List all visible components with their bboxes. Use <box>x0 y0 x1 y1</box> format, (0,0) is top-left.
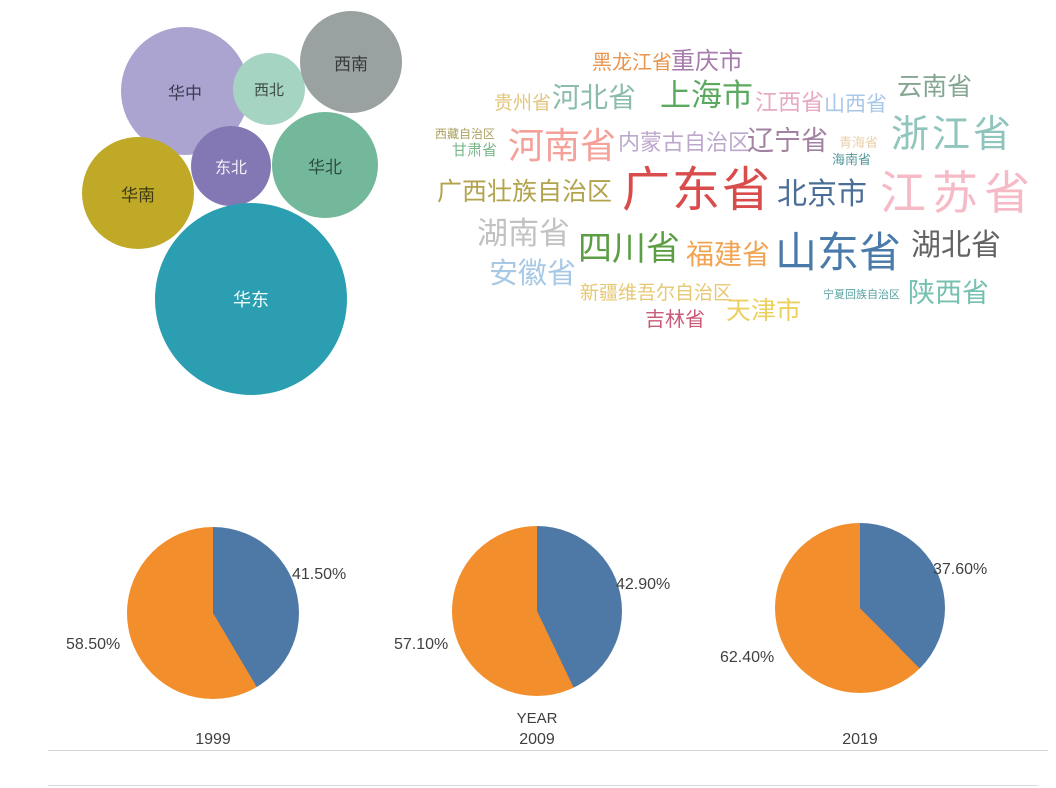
cloud-word-西藏自治区[interactable]: 西藏自治区 <box>435 127 496 141</box>
cloud-word-湖南省[interactable]: 湖南省 <box>477 216 570 252</box>
bubble-region-华东[interactable]: 华东 <box>155 203 347 395</box>
pie-2009-blue-value-label: 42.90% <box>616 576 671 593</box>
bubble-label: 华东 <box>233 290 269 311</box>
cloud-word-浙江省[interactable]: 浙江省 <box>891 112 1015 156</box>
bubble-region-东北[interactable]: 东北 <box>191 126 271 206</box>
cloud-word-山东省[interactable]: 山东省 <box>775 228 902 277</box>
bubble-region-华北[interactable]: 华北 <box>272 112 378 218</box>
pie-2019-orange-value-label: 62.40% <box>720 649 775 666</box>
cloud-word-吉林省[interactable]: 吉林省 <box>645 307 705 331</box>
cloud-word-江西省[interactable]: 江西省 <box>755 90 824 116</box>
cloud-word-江苏省[interactable]: 江苏省 <box>880 166 1036 220</box>
year-axis-label: YEAR <box>516 710 558 727</box>
pie-2019-graphic[interactable] <box>775 523 945 693</box>
pie-2019-blue-value-label: 37.60% <box>933 561 988 578</box>
cloud-word-云南省[interactable]: 云南省 <box>897 72 973 101</box>
cloud-word-海南省[interactable]: 海南省 <box>832 153 872 168</box>
pie-1999-graphic[interactable] <box>127 527 299 699</box>
cloud-word-山西省[interactable]: 山西省 <box>824 92 887 116</box>
bubble-label: 华北 <box>308 157 342 178</box>
word-cloud: 黑龙江省 重庆市贵州省 河北省 上海市 江西省 山西省 云南省浙江省 西藏自治区 甘肃省 河南省内… <box>430 0 1056 360</box>
cloud-word-北京市[interactable]: 北京市 <box>777 177 867 212</box>
separator-line <box>48 750 1048 751</box>
separator-line <box>48 785 1038 786</box>
cloud-word-陕西省[interactable]: 陕西省 <box>908 278 989 309</box>
pie-category-label-2019: 2019 <box>842 731 878 748</box>
cloud-word-内蒙古自治区[interactable]: 内蒙古自治区 <box>618 131 751 156</box>
pie-1999-orange-value-label: 58.50% <box>66 636 121 653</box>
cloud-word-四川省[interactable]: 四川省 <box>578 229 680 269</box>
cloud-word-贵州省[interactable]: 贵州省 <box>494 92 552 114</box>
cloud-word-重庆市[interactable]: 重庆市 <box>671 47 743 75</box>
pie-1999-blue-value-label: 41.50% <box>292 566 347 583</box>
bubble-label: 西南 <box>334 54 368 75</box>
bubble-region-华南[interactable]: 华南 <box>82 137 194 249</box>
cloud-word-广东省[interactable]: 广东省 <box>622 162 773 218</box>
cloud-word-天津市[interactable]: 天津市 <box>726 296 802 325</box>
cloud-word-湖北省[interactable]: 湖北省 <box>911 228 1001 263</box>
bubble-region-西北[interactable]: 西北 <box>233 53 305 125</box>
pie-2009-graphic[interactable] <box>452 526 622 696</box>
cloud-word-广西壮族自治区[interactable]: 广西壮族自治区 <box>437 177 613 206</box>
cloud-word-河南省[interactable]: 河南省 <box>508 126 617 167</box>
bubble-label: 华中 <box>168 83 202 104</box>
cloud-word-青海省[interactable]: 青海省 <box>839 136 879 151</box>
pie-2009-orange-value-label: 57.10% <box>394 636 449 653</box>
bubble-chart: 华中 西北 西南东北 华北华南华东 <box>0 0 430 420</box>
bubble-region-西南[interactable]: 西南 <box>300 11 402 113</box>
bubble-region-华中[interactable]: 华中 <box>121 27 249 155</box>
bubble-label: 东北 <box>214 158 247 177</box>
cloud-word-甘肃省[interactable]: 甘肃省 <box>452 141 498 159</box>
pie-category-label-1999: 1999 <box>195 731 231 748</box>
cloud-word-新疆维吾尔自治区[interactable]: 新疆维吾尔自治区 <box>580 282 733 304</box>
cloud-word-宁夏回族自治区[interactable]: 宁夏回族自治区 <box>823 288 900 301</box>
cloud-word-安徽省[interactable]: 安徽省 <box>489 256 577 290</box>
cloud-word-福建省[interactable]: 福建省 <box>686 238 771 271</box>
bubble-label: 西北 <box>253 80 284 99</box>
cloud-word-黑龙江省[interactable]: 黑龙江省 <box>592 50 672 74</box>
bubble-label: 华南 <box>121 185 155 206</box>
cloud-word-辽宁省[interactable]: 辽宁省 <box>747 126 828 157</box>
pie-category-label-2009: 2009 <box>519 731 555 748</box>
cloud-word-河北省[interactable]: 河北省 <box>552 81 637 114</box>
cloud-word-上海市[interactable]: 上海市 <box>660 78 753 114</box>
